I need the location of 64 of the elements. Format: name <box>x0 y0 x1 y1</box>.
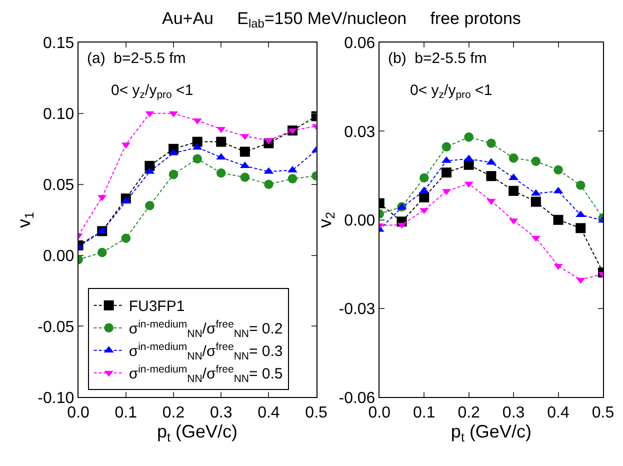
point <box>508 153 518 163</box>
point <box>508 186 519 196</box>
x-tick-label: 0.1 <box>413 404 436 422</box>
y-tick-label: 0.05 <box>42 176 74 194</box>
y-tick-label: 0.15 <box>42 35 74 52</box>
point <box>419 192 430 202</box>
x-axis-title: p$_{t}$ (GeV/c) <box>157 421 238 444</box>
x-axis-title: p$_{t}$ (GeV/c) <box>450 421 532 444</box>
point <box>486 138 496 148</box>
point <box>442 156 452 163</box>
point <box>97 248 107 258</box>
point <box>264 180 274 189</box>
point <box>576 180 586 190</box>
y-tick-label: -0.06 <box>338 390 376 407</box>
point <box>554 165 563 175</box>
x-tick-label: 0.2 <box>458 404 480 422</box>
y-tick-label: -0.10 <box>38 390 74 407</box>
point <box>145 200 154 210</box>
x-tick-label: 0.4 <box>547 404 570 422</box>
y-tick-label: 0.00 <box>344 212 376 230</box>
annotation: (a) b=2-5.5 fm <box>87 50 186 67</box>
point <box>121 234 131 243</box>
x-tick-label: 0.5 <box>305 404 328 422</box>
legend-label: σ$^{in-medium}$$_{NN}$/σ$^{free}$$_{NN}$= 0.2 <box>128 318 283 340</box>
x-tick-label: 0.3 <box>502 404 525 422</box>
legend-label: FU3FP1 <box>128 298 185 316</box>
x-tick-label: 0.5 <box>592 404 614 422</box>
point <box>441 168 452 178</box>
point <box>486 171 496 182</box>
annotation: 0< y$_{z}$/y$_{pro}$ <1 <box>410 82 492 102</box>
point <box>240 146 250 157</box>
y-tick-label: -0.03 <box>338 301 376 318</box>
x-tick-label: 0.0 <box>67 404 90 422</box>
x-tick-label: 0.4 <box>258 404 280 422</box>
point <box>216 136 226 147</box>
legend-label: σ$^{in-medium}$$_{NN}$/σ$^{free}$$_{NN}$= 0.3 <box>128 340 283 362</box>
y-tick-label: 0.00 <box>42 248 74 265</box>
point <box>240 172 250 182</box>
x-tick-label: 0.0 <box>368 404 391 422</box>
chart-title: Au+Au E$_{lab}$=150 MeV/nucleon free protons <box>162 9 521 31</box>
annotation: 0< y$_{z}$/y$_{pro}$ <1 <box>111 82 194 102</box>
point <box>464 160 474 170</box>
point <box>530 196 541 207</box>
point <box>531 156 541 166</box>
point <box>464 132 474 142</box>
legend-label: σ$^{in-medium}$$_{NN}$/σ$^{free}$$_{NN}$= 0.5 <box>128 363 283 385</box>
y-tick-label: -0.05 <box>38 318 74 336</box>
point <box>192 154 202 164</box>
y-tick-label: 0.10 <box>42 106 74 124</box>
x-tick-label: 0.3 <box>210 404 232 422</box>
annotation: (b) b=2-5.5 fm <box>388 50 487 67</box>
point <box>288 166 298 172</box>
point <box>168 148 178 156</box>
x-tick-label: 0.1 <box>114 404 138 422</box>
point <box>419 173 429 182</box>
point <box>168 170 178 180</box>
point <box>288 174 298 184</box>
y-tick-label: 0.03 <box>344 124 376 141</box>
y-tick-label: 0.06 <box>344 35 376 52</box>
point <box>576 223 586 234</box>
point <box>216 168 226 178</box>
x-tick-label: 0.2 <box>162 404 185 422</box>
point <box>553 214 564 225</box>
point <box>442 142 452 152</box>
